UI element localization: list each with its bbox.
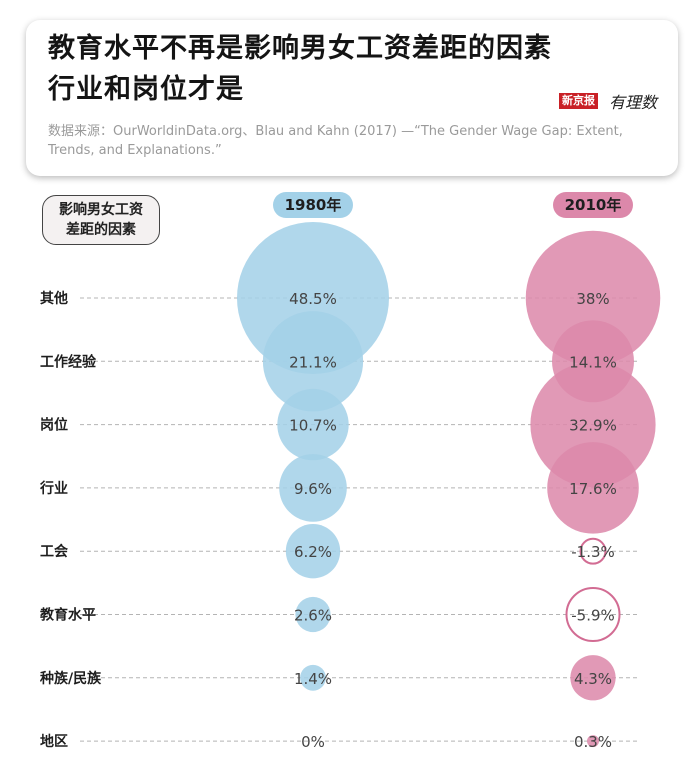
row-label-2: 岗位 [40,417,68,434]
header-card: 教育水平不再是影响男女工资差距的因素 行业和岗位才是 新京报 有理数 数据来源：… [26,20,678,176]
row-label-6: 种族/民族 [39,670,102,687]
source-note: 数据来源：OurWorldinData.org、Blau and Kahn (2… [48,124,623,158]
brand-logo-right: 有理数 [609,93,658,112]
value-label-2010年-0: 38% [576,290,609,308]
bubble-1980年-4 [285,524,341,579]
bubble-1980年-3 [279,454,347,522]
row-label-0: 其他 [40,290,68,307]
bubbles [237,222,661,748]
value-label-1980年-7: 0% [301,733,325,751]
bubble-1980年-5 [295,596,331,633]
bubble-2010年-3 [547,442,639,534]
bubble-2010年-0 [525,230,661,366]
value-label-2010年-3: 17.6% [569,480,617,498]
bubble-2010年-7 [587,735,599,748]
value-label-1980年-5: 2.6% [294,607,332,625]
row-label-1: 工作经验 [40,353,97,370]
value-label-1980年-0: 48.5% [289,290,337,308]
value-label-2010年-4: -1.3% [571,543,615,561]
brand-logo: 新京报 有理数 [559,92,658,112]
page-subtitle: 行业和岗位才是 [48,74,244,105]
row-label-7: 地区 [40,733,68,750]
value-label-2010年-2: 32.9% [569,417,617,435]
page-title: 教育水平不再是影响男女工资差距的因素 [48,33,552,64]
value-label-1980年-4: 6.2% [294,543,332,561]
year-1980-label: 1980年 [273,192,353,218]
bubble-1980年-2 [277,388,349,461]
bubble-2010年-4 [579,537,607,565]
row-label-3: 行业 [39,480,68,497]
row-label-5: 教育水平 [40,607,96,624]
bubble-1980年-6 [300,664,326,691]
value-label-1980年-3: 9.6% [294,480,332,498]
value-label-2010年-6: 4.3% [574,670,612,688]
year-2010-label: 2010年 [553,192,633,218]
row-label-4: 工会 [40,543,69,560]
bubble-1980年-1 [262,311,364,412]
row-header-box: 影响男女工资差距的因素 [42,195,160,245]
bubble-2010年-6 [570,655,616,701]
value-label-2010年-7: 0.3% [574,733,612,751]
value-label-2010年-1: 14.1% [569,353,617,371]
brand-logo-left: 新京报 [559,93,598,109]
value-label-1980年-6: 1.4% [294,670,332,688]
value-label-2010年-5: -5.9% [571,607,615,625]
bubble-2010年-5 [565,586,621,643]
value-label-1980年-2: 10.7% [289,417,337,435]
value-label-1980年-1: 21.1% [289,353,337,371]
